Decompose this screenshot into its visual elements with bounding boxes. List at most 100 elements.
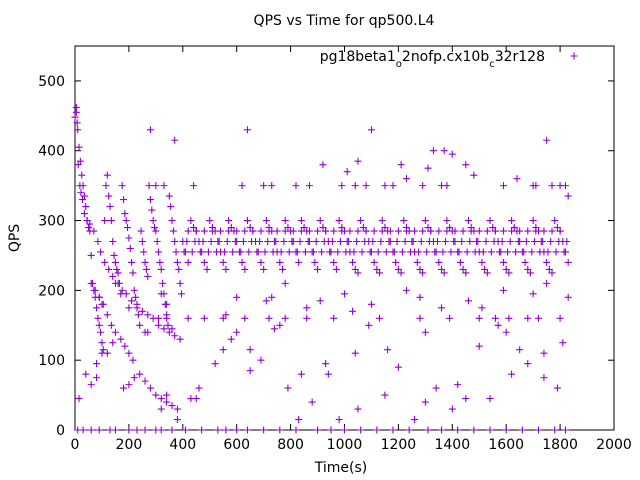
- data-point: [384, 346, 392, 354]
- data-point: [262, 217, 270, 225]
- data-point: [211, 360, 219, 368]
- data-point: [157, 265, 165, 273]
- data-point: [190, 182, 198, 190]
- data-point: [168, 402, 176, 410]
- data-point: [79, 426, 87, 434]
- data-point: [87, 426, 95, 434]
- x-tick-label: 400: [169, 437, 196, 453]
- data-point: [389, 182, 397, 190]
- data-point: [107, 217, 115, 225]
- data-point: [91, 286, 99, 294]
- data-point: [308, 398, 316, 406]
- data-point: [157, 290, 165, 298]
- data-point: [490, 237, 498, 245]
- data-point: [289, 227, 297, 235]
- data-point: [79, 196, 87, 204]
- data-point: [268, 182, 276, 190]
- data-point: [561, 426, 569, 434]
- data-point: [111, 258, 119, 266]
- data-point: [82, 203, 90, 211]
- data-point: [171, 237, 179, 245]
- data-point: [118, 182, 126, 190]
- data-point: [93, 360, 101, 368]
- data-point: [543, 258, 551, 266]
- y-tick-label: 400: [38, 144, 65, 160]
- data-point: [304, 237, 312, 245]
- data-point: [310, 248, 318, 256]
- data-point: [532, 227, 540, 235]
- data-point: [500, 286, 508, 294]
- data-point: [462, 161, 470, 169]
- data-point: [155, 314, 163, 322]
- data-point: [198, 426, 206, 434]
- data-point: [341, 290, 348, 298]
- data-point: [350, 248, 358, 256]
- y-tick-label: 300: [38, 214, 65, 230]
- data-point: [398, 248, 406, 256]
- data-point: [168, 325, 176, 333]
- data-point: [222, 265, 230, 273]
- data-point: [227, 335, 235, 343]
- data-point: [506, 237, 514, 245]
- data-point: [128, 258, 136, 266]
- data-point: [367, 300, 375, 308]
- data-point: [367, 126, 375, 134]
- data-point: [133, 304, 141, 312]
- data-point: [540, 349, 548, 357]
- data-point: [146, 126, 154, 134]
- data-point: [122, 290, 130, 298]
- data-point: [118, 286, 126, 294]
- data-point: [95, 426, 103, 434]
- data-point: [544, 248, 552, 256]
- data-point: [555, 237, 563, 245]
- data-point: [351, 349, 359, 357]
- data-point: [421, 328, 429, 336]
- data-point: [109, 272, 117, 280]
- data-point: [401, 237, 409, 245]
- data-point: [564, 293, 572, 301]
- data-point: [107, 321, 115, 329]
- data-point: [276, 321, 284, 329]
- data-point: [121, 342, 129, 350]
- data-point: [312, 237, 320, 245]
- data-point: [281, 217, 289, 225]
- data-point: [330, 227, 338, 235]
- data-point: [478, 304, 486, 312]
- data-point: [500, 227, 508, 235]
- data-point: [77, 189, 85, 197]
- data-point: [362, 227, 370, 235]
- data-point: [246, 346, 254, 354]
- data-point: [475, 314, 483, 322]
- data-point: [191, 237, 199, 245]
- data-point: [246, 367, 254, 375]
- data-point: [217, 227, 225, 235]
- data-point: [146, 384, 154, 392]
- data-point: [502, 426, 510, 434]
- data-point: [173, 405, 181, 413]
- data-point: [390, 248, 398, 256]
- data-point: [353, 237, 361, 245]
- data-point: [419, 269, 427, 277]
- data-point: [443, 217, 451, 225]
- data-point: [243, 126, 251, 134]
- data-point: [540, 374, 548, 382]
- data-point: [416, 293, 424, 301]
- data-point: [413, 258, 421, 266]
- data-point: [520, 248, 528, 256]
- data-point: [141, 328, 149, 336]
- data-point: [556, 314, 564, 322]
- data-point: [184, 258, 192, 266]
- data-point: [462, 395, 470, 403]
- data-point: [446, 314, 454, 322]
- data-point: [110, 251, 118, 259]
- data-point: [362, 182, 370, 190]
- data-point: [431, 248, 439, 256]
- data-point: [524, 360, 532, 368]
- data-point: [184, 227, 192, 235]
- data-point: [94, 314, 102, 322]
- data-point: [187, 217, 195, 225]
- data-point: [470, 426, 478, 434]
- data-point: [130, 286, 138, 294]
- data-point: [157, 426, 165, 434]
- data-point: [435, 258, 443, 266]
